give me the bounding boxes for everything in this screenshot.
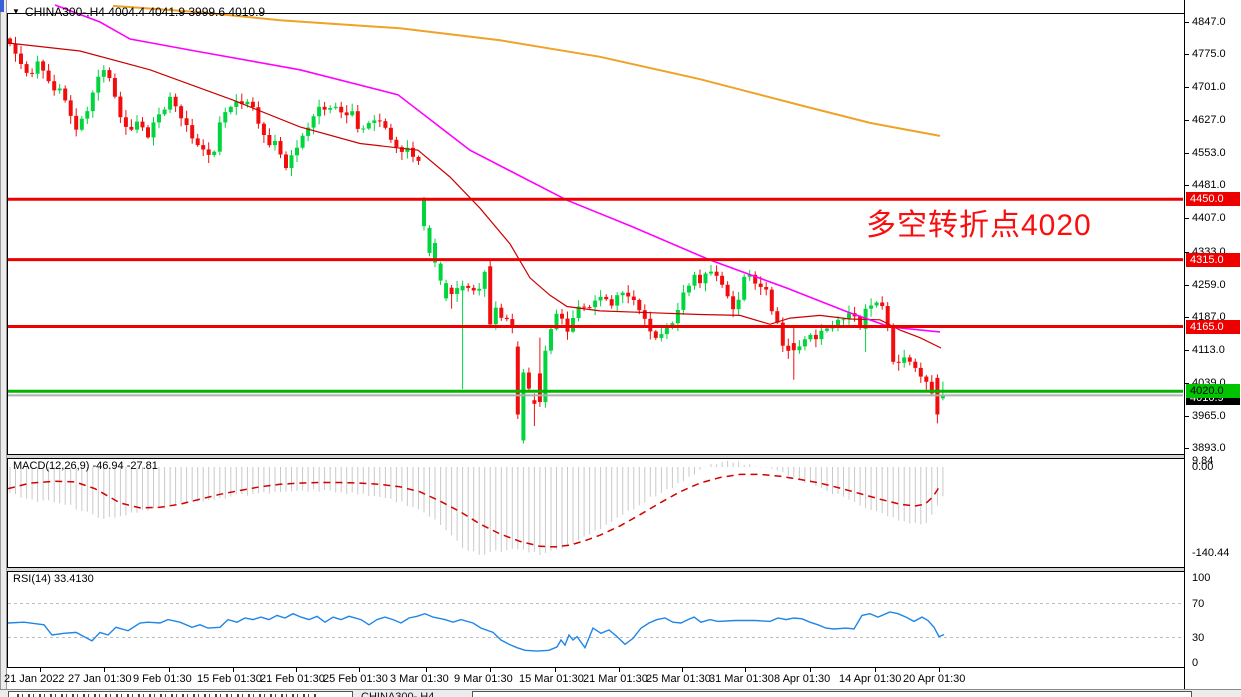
- rsi-label: RSI(14) 33.4130: [13, 573, 94, 585]
- rsi-axis-label: 30: [1192, 632, 1205, 644]
- candlesticks: [8, 36, 945, 444]
- axis-tick: [1185, 350, 1189, 351]
- price-level-chip[interactable]: 4315.0: [1186, 253, 1240, 267]
- price-axis-label: 4259.0: [1192, 279, 1226, 291]
- time-axis[interactable]: 21 Jan 2022 27 Jan 01:30 9 Feb 01:30 15 Feb…: [4, 668, 1184, 689]
- time-tick: [490, 668, 491, 672]
- price-axis-label: 4113.0: [1192, 344, 1225, 356]
- price-level-chip[interactable]: 4450.0: [1186, 192, 1240, 206]
- macd-panel[interactable]: [7, 458, 1185, 568]
- time-axis-label: 21 Feb 01:30: [260, 673, 325, 685]
- axis-tick: [1185, 153, 1189, 154]
- annotation-text: 多空转折点4020: [866, 209, 1092, 242]
- time-tick: [875, 668, 876, 672]
- chart-canvas[interactable]: [8, 0, 1183, 697]
- panel-splitter[interactable]: [7, 455, 1185, 458]
- time-axis-label: 9 Mar 01:30: [454, 673, 513, 685]
- rsi-axis-label: 0: [1192, 657, 1199, 669]
- time-axis-label: 9 Feb 01:30: [133, 673, 192, 685]
- chart-tab-bar: CHINA300-,H4: [0, 689, 1241, 697]
- price-axis-label: 3893.0: [1192, 442, 1226, 454]
- time-axis-label: 3 Mar 01:30: [390, 673, 449, 685]
- time-tick: [169, 668, 170, 672]
- price-axis-label: 4553.0: [1192, 147, 1226, 159]
- time-tick: [939, 668, 940, 672]
- time-axis-label: 14 Apr 01:30: [839, 673, 902, 685]
- time-axis-label: 25 Feb 01:30: [323, 673, 388, 685]
- chart-tab-inactive[interactable]: [472, 691, 1192, 697]
- axis-tick: [1185, 185, 1189, 186]
- axis-tick: [1185, 416, 1189, 417]
- panel-splitter[interactable]: [7, 568, 1185, 571]
- time-tick: [555, 668, 556, 672]
- rsi-line: [8, 611, 945, 652]
- macd-axis-label: 0.00: [1192, 461, 1214, 473]
- time-axis-label: 21 Jan 2022: [4, 673, 65, 685]
- price-axis-label: 4775.0: [1192, 48, 1226, 60]
- macd-axis-label: 9.84: [1192, 455, 1214, 467]
- macd-signal-line: [8, 473, 942, 548]
- time-tick: [745, 668, 746, 672]
- axis-tick: [1185, 317, 1189, 318]
- time-tick: [296, 668, 297, 672]
- time-axis-label: 27 Jan 01:30: [68, 673, 132, 685]
- price-level-chip[interactable]: 4165.0: [1186, 320, 1240, 334]
- price-axis-label: 4847.0: [1192, 16, 1226, 28]
- time-axis-label: 8 Apr 01:30: [774, 673, 831, 685]
- rsi-panel[interactable]: [7, 571, 1185, 668]
- axis-tick: [1185, 448, 1189, 449]
- macd-axis-label: -140.44: [1192, 547, 1230, 559]
- price-axis-label: 4627.0: [1192, 114, 1226, 126]
- symbol-dropdown-icon[interactable]: ▼: [12, 7, 20, 16]
- chart-tab-inactive[interactable]: [8, 691, 353, 697]
- axis-tick: [1185, 22, 1189, 23]
- panel-resize-gutter[interactable]: [0, 0, 7, 689]
- chart-tab-active[interactable]: CHINA300-,H4: [355, 691, 467, 697]
- price-axis-label: 4701.0: [1192, 81, 1226, 93]
- chart-title: CHINA300-,H4 4004.4 4041.9 3999.6 4010.9: [24, 5, 266, 19]
- price-level-chip[interactable]: 4020.0: [1186, 384, 1240, 398]
- time-axis-label: 21 Mar 01:30: [583, 673, 648, 685]
- time-tick: [426, 668, 427, 672]
- price-axis-label: 4407.0: [1192, 212, 1226, 224]
- chart-header: ▼ CHINA300-,H4 4004.4 4041.9 3999.6 4010.…: [12, 4, 265, 19]
- axis-tick: [1185, 218, 1189, 219]
- price-axis[interactable]: 4847.0 4775.0 4701.0 4627.0 4553.0 4481.0 4407…: [1184, 0, 1241, 689]
- rsi-axis-label: 100: [1192, 572, 1211, 584]
- time-axis-label: 31 Mar 01:30: [709, 673, 774, 685]
- time-tick: [619, 668, 620, 672]
- axis-tick: [1185, 383, 1189, 384]
- axis-tick: [1185, 252, 1189, 253]
- price-axis-label: 4481.0: [1192, 179, 1226, 191]
- time-tick: [104, 668, 105, 672]
- window-corner: [0, 0, 4, 12]
- time-tick: [40, 668, 41, 672]
- rsi-axis-label: 70: [1192, 598, 1205, 610]
- ma-mid-magenta: [54, 4, 941, 333]
- macd-label: MACD(12,26,9) -46.94 -27.81: [13, 460, 158, 472]
- time-tick: [810, 668, 811, 672]
- time-axis-label: 25 Mar 01:30: [646, 673, 711, 685]
- axis-tick: [1185, 87, 1189, 88]
- ma-slow-orange: [112, 4, 941, 137]
- axis-tick: [1185, 54, 1189, 55]
- time-axis-label: 15 Feb 01:30: [197, 673, 262, 685]
- axis-tick: [1185, 285, 1189, 286]
- macd-histogram: [9, 460, 944, 555]
- time-tick: [682, 668, 683, 672]
- time-tick: [233, 668, 234, 672]
- time-axis-label: 20 Apr 01:30: [903, 673, 966, 685]
- ma-fast-red: [8, 42, 942, 349]
- axis-tick: [1185, 120, 1189, 121]
- time-axis-label: 15 Mar 01:30: [519, 673, 584, 685]
- price-axis-label: 3965.0: [1192, 410, 1226, 422]
- time-tick: [359, 668, 360, 672]
